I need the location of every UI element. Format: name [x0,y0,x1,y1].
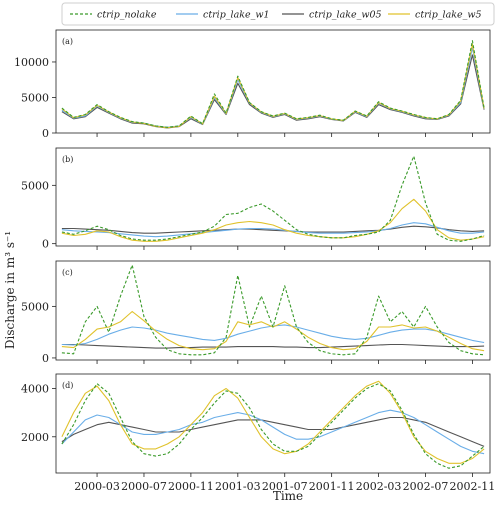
panel-2: (c) 0 5000 [21,260,491,365]
panel-label: (c) [62,268,73,277]
x-tick-label: 2000-07 [121,480,167,493]
x-tick-label: 2002-07 [403,480,449,493]
x-tick-label: 2002-03 [356,480,402,493]
y-tick-label: 10000 [14,56,49,69]
x-tick-label: 2001-07 [262,480,308,493]
legend-label-ctrip-lake-w5: ctrip_lake_w5 [415,10,482,21]
panel-frame [55,147,491,247]
series-line-ctrip-nolake [61,155,485,242]
x-tick-label: 2001-03 [215,480,261,493]
chart-panels: (a) 0 5000 10000 (b) 0 5000 (c) 0 5000 (d) 2000 4000 [14,29,491,477]
series-line-ctrip-lake-w5 [61,198,485,242]
y-tick-label: 4000 [21,382,49,395]
x-axis-title: Time [273,489,303,503]
legend-label-ctrip-lake-w05: ctrip_lake_w05 [309,10,382,21]
legend-label-ctrip-lake-w1: ctrip_lake_w1 [203,10,270,21]
x-tick-label: 2000-03 [74,480,120,493]
x-axis: 2000-03 2000-07 2000-11 2001-03 2001-07 2001-… [74,480,495,493]
panel-label: (b) [62,155,73,164]
panel-frame [55,260,491,361]
series-line-ctrip-nolake [61,383,485,469]
legend-frame [61,2,495,26]
series-line-ctrip-nolake [61,40,485,128]
y-tick-label: 5000 [21,179,49,192]
panel-label: (d) [62,381,73,390]
y-tick-label: 0 [42,352,49,365]
legend: ctrip_nolake ctrip_lake_w1 ctrip_lake_w05 c… [61,2,495,26]
y-axis-title: Discharge in m³ s⁻¹ [3,231,17,349]
y-tick-label: 5000 [21,91,49,104]
series-line-ctrip-nolake [61,264,485,356]
series-line-ctrip-lake-w05 [61,416,485,447]
panel-label: (a) [62,37,73,46]
x-tick-label: 2001-11 [309,480,355,493]
panel-1: (b) 0 5000 [21,147,491,251]
y-tick-label: 2000 [21,431,49,444]
y-tick-label: 5000 [21,300,49,313]
series-line-ctrip-lake-w1 [61,222,485,238]
series-line-ctrip-lake-w05 [61,343,485,349]
y-tick-label: 0 [42,127,49,140]
x-tick-label: 2000-11 [168,480,214,493]
panel-3: (d) 2000 4000 [21,373,491,477]
panel-frame [55,373,491,474]
series-line-ctrip-lake-w05 [61,225,485,234]
y-tick-label: 0 [42,238,49,251]
x-tick-label: 2002-11 [450,480,496,493]
series-line-ctrip-lake-w5 [61,380,485,464]
series-line-ctrip-lake-w05 [61,54,485,129]
series-line-ctrip-lake-w1 [61,409,485,455]
legend-label-ctrip-nolake: ctrip_nolake [97,10,157,21]
panel-0: (a) 0 5000 10000 [14,29,491,140]
